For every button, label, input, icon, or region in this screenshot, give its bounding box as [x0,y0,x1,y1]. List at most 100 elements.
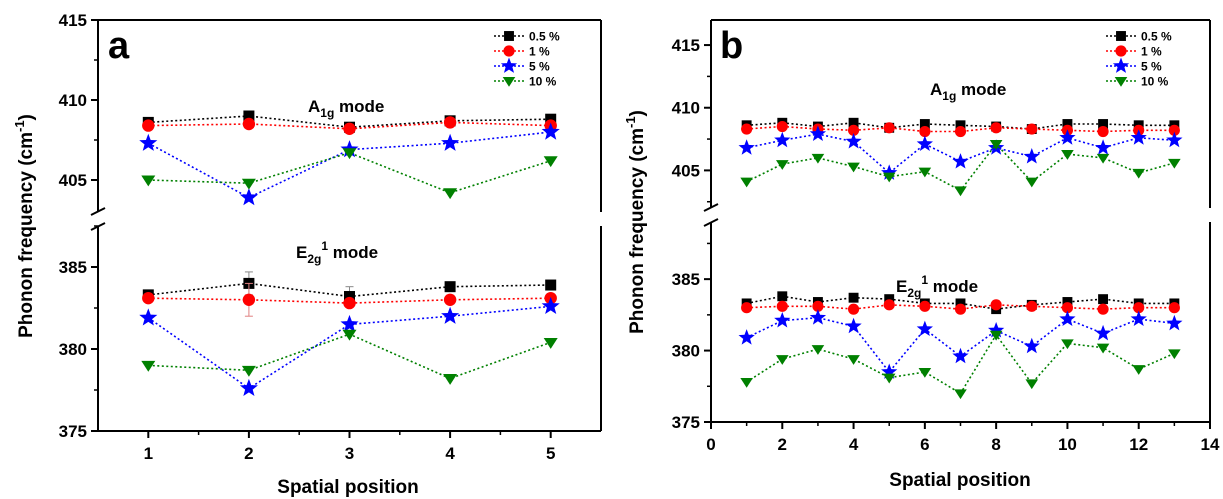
data-point [1166,314,1183,331]
y-axis-title: Phonon frequency (cm-1) [12,114,37,338]
data-point [989,140,1003,150]
series-e2g1 [738,309,1183,379]
legend-marker [503,45,515,57]
legend-label: 5 % [1141,60,1162,74]
data-point [952,347,969,364]
data-point [989,330,1003,341]
data-point [954,186,967,197]
data-point [1026,123,1038,135]
data-point [1168,158,1181,169]
data-point [1132,365,1146,375]
data-point [340,314,359,333]
x-tick-label: 8 [991,435,1000,454]
data-point [342,148,357,160]
data-point [774,131,791,148]
data-point [1061,302,1074,314]
chart-panel-b: 0 2 4 6 8 10 12 14 405 410 415 375 380 385 Spatial pos… [623,19,1220,491]
data-point [916,320,933,337]
series-line [746,333,1175,395]
data-point [1059,310,1076,327]
legend-label: 1 % [529,45,550,59]
data-point [1026,300,1038,312]
data-point [954,125,967,138]
series-e2g1 [740,330,1181,400]
data-point [444,281,456,293]
axis-break-mark [703,218,719,227]
data-point [443,293,457,306]
data-point [882,172,896,183]
legend-marker [502,76,516,87]
series-e2g1 [741,299,1180,315]
x-tick-label: 4 [445,444,455,463]
data-point [847,355,860,365]
data-point [740,377,753,388]
data-point [1094,324,1112,341]
data-point [1133,302,1145,314]
data-point [955,298,966,309]
plot-frame [97,19,602,432]
data-point [955,120,966,131]
data-point [1168,349,1181,360]
y-tick-label: 410 [672,99,700,118]
data-point [242,117,256,131]
data-point [1023,337,1040,354]
series-a1g [740,140,1181,197]
x-tick-label: 4 [849,435,859,454]
data-point [344,291,355,303]
panel-letter: b [720,25,743,67]
data-point [774,312,791,328]
data-point [741,302,753,314]
data-point [881,363,898,379]
x-tick-label: 0 [706,435,715,454]
data-point [741,123,753,135]
data-point [1096,153,1110,164]
data-point [543,337,558,349]
legend-label: 5 % [529,60,550,74]
axis-break-mark [703,203,719,212]
y-tick-label: 415 [672,36,700,55]
y-ticks: 405 410 415 375 380 385 [672,36,711,432]
data-point [776,120,788,133]
data-point [738,139,755,155]
data-point [848,292,859,303]
data-point [845,317,862,334]
legend-label: 0.5 % [1141,30,1172,44]
series-e2g1 [141,329,558,385]
data-point [1062,297,1073,307]
data-point [777,291,788,302]
x-tick-label: 10 [1058,435,1077,454]
x-tick-label: 6 [920,435,929,454]
y-tick-label: 380 [672,342,700,361]
series-a1g [141,148,558,200]
data-point [954,303,967,315]
data-point [918,367,932,378]
data-point [1097,125,1109,138]
data-point [241,365,256,377]
data-point [775,160,789,170]
series-line [147,305,551,390]
x-tick-label: 2 [778,435,787,454]
data-point [919,125,931,138]
data-point [545,113,557,125]
data-point [954,389,967,400]
mode-annotation: A1g mode [308,97,384,120]
data-point [139,133,158,151]
x-axis-title: Spatial position [277,477,418,498]
data-point [775,355,789,365]
legend-marker [1116,31,1126,41]
y-tick-label: 385 [59,258,87,277]
data-point [343,122,356,135]
data-point [1168,302,1180,314]
data-point [919,300,931,312]
x-tick-label: 14 [1201,435,1220,454]
data-point [918,167,932,178]
legend-label: 0.5 % [529,30,560,44]
data-point [811,153,825,164]
y-tick-label: 405 [672,161,700,180]
series-group [738,117,1183,400]
data-point [543,156,558,168]
data-point [142,291,155,305]
data-point [1025,177,1039,188]
y-tick-label: 375 [59,422,87,441]
